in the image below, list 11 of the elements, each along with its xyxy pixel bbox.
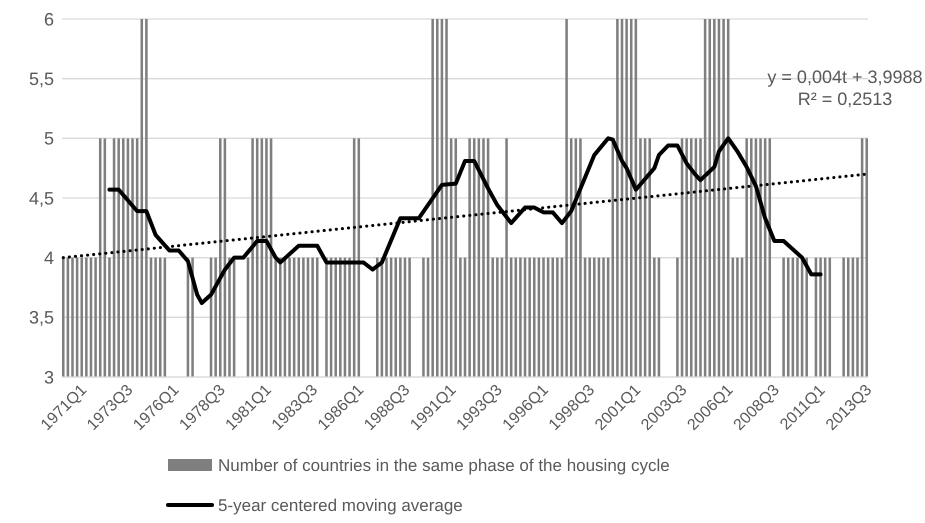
y-tick-label: 6 bbox=[44, 9, 54, 30]
y-tick-label: 5,5 bbox=[28, 68, 54, 89]
annotation: R² = 0,2513 bbox=[798, 89, 892, 109]
annotation: y = 0,004t + 3,9988 bbox=[767, 67, 923, 87]
y-tick-label: 4,5 bbox=[28, 188, 54, 208]
y-tick-label: 3,5 bbox=[28, 308, 54, 328]
legend-label: Number of countries in the same phase of the housing cycle bbox=[218, 456, 670, 475]
y-tick-label: 3 bbox=[44, 367, 54, 388]
legend-label: 5-year centered moving average bbox=[218, 496, 463, 515]
y-tick-label: 4 bbox=[44, 248, 54, 268]
y-tick-label: 5 bbox=[44, 128, 54, 149]
